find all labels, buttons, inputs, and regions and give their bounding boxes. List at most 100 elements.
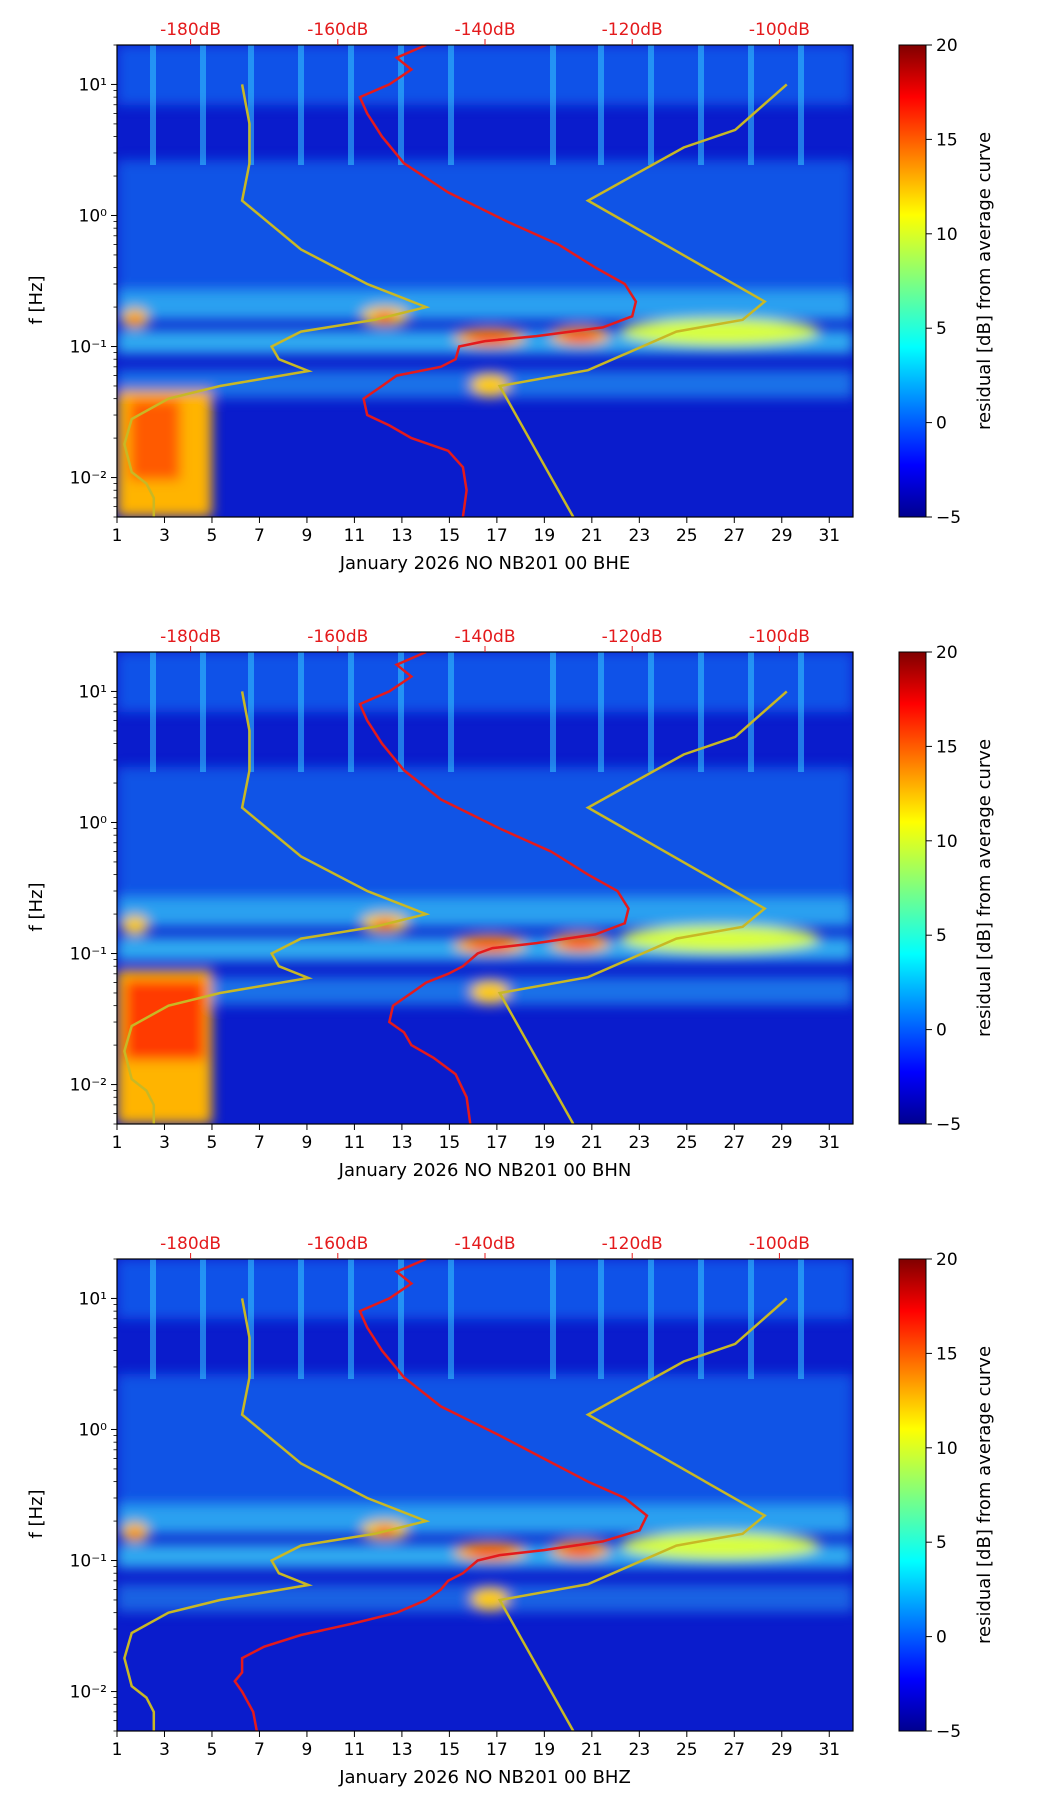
x-tick-label: 17 — [486, 1740, 508, 1760]
top-tick-label: -180dB — [160, 627, 221, 647]
x-tick-label: 11 — [344, 526, 366, 546]
x-tick-label: 1 — [112, 1133, 123, 1153]
x-tick-label: 9 — [302, 1133, 313, 1153]
x-tick-label: 27 — [723, 1740, 745, 1760]
low-noise-model-line — [123, 1298, 431, 1731]
x-tick-label: 29 — [771, 1740, 793, 1760]
x-axis-label: January 2026 NO NB201 00 BHE — [339, 553, 631, 574]
colorbar — [898, 1258, 927, 1732]
x-tick-label: 7 — [254, 1740, 265, 1760]
top-tick-label: -120dB — [602, 627, 663, 647]
curves-bhe — [123, 45, 788, 517]
x-tick-label: 13 — [391, 526, 413, 546]
y-tick-label: 10⁰ — [79, 813, 108, 833]
y-tick-label: 10⁰ — [79, 1420, 108, 1440]
colorbar-tick-label: 5 — [936, 1533, 947, 1553]
x-tick-label: 13 — [391, 1740, 413, 1760]
x-tick-label: 3 — [159, 1740, 170, 1760]
x-tick-label: 15 — [439, 1133, 461, 1153]
colorbar-tick-label: 0 — [936, 1628, 947, 1648]
x-tick-label: 31 — [818, 526, 840, 546]
x-tick-label: 9 — [302, 1740, 313, 1760]
y-tick-label: 10⁻¹ — [70, 338, 107, 358]
x-tick-label: 25 — [676, 1133, 698, 1153]
top-tick-label: -180dB — [160, 20, 221, 40]
y-tick-label: 10⁻² — [70, 1076, 107, 1096]
spectrogram-bhe — [117, 45, 853, 517]
colorbar-tick-label: −5 — [936, 508, 961, 528]
y-tick-label: 10¹ — [79, 682, 107, 702]
colorbar — [898, 44, 927, 518]
x-tick-label: 23 — [629, 1740, 651, 1760]
colorbar-label: residual [dB] from average curve — [974, 739, 995, 1037]
x-tick-label: 7 — [254, 526, 265, 546]
y-tick-label: 10⁻² — [70, 469, 107, 489]
panel-bhz — [116, 1258, 854, 1732]
x-tick-label: 9 — [302, 526, 313, 546]
x-tick-label: 27 — [723, 526, 745, 546]
x-tick-label: 13 — [391, 1133, 413, 1153]
x-tick-label: 19 — [534, 526, 556, 546]
x-tick-label: 1 — [112, 526, 123, 546]
x-tick-label: 17 — [486, 526, 508, 546]
colorbar-tick-label: 15 — [936, 1344, 958, 1364]
x-axis-label: January 2026 NO NB201 00 BHN — [338, 1160, 632, 1181]
vertical-stripes-bhn — [150, 652, 804, 772]
panel-bhn — [116, 651, 854, 1125]
colorbar-tick-label: 15 — [936, 130, 958, 150]
vertical-stripes-bhz — [150, 1259, 804, 1379]
colorbar-tick-label: 20 — [936, 36, 958, 56]
colorbar-tick-label: −5 — [936, 1722, 961, 1742]
x-tick-label: 5 — [207, 1133, 218, 1153]
x-tick-label: 15 — [439, 526, 461, 546]
y-tick-label: 10⁰ — [79, 206, 108, 226]
colorbar-tick-label: 15 — [936, 737, 958, 757]
top-tick-label: -140dB — [454, 1234, 515, 1254]
top-tick-label: -120dB — [602, 1234, 663, 1254]
noise-curve-line — [358, 45, 638, 517]
colorbar — [898, 651, 927, 1125]
vertical-stripes-bhe — [150, 45, 804, 165]
high-noise-model-line — [497, 83, 788, 517]
x-tick-label: 5 — [207, 526, 218, 546]
y-tick-label: 10⁻¹ — [70, 1552, 107, 1572]
top-tick-label: -180dB — [160, 1234, 221, 1254]
x-tick-label: 25 — [676, 1740, 698, 1760]
x-tick-label: 5 — [207, 1740, 218, 1760]
x-tick-label: 11 — [344, 1133, 366, 1153]
colorbar-label: residual [dB] from average curve — [974, 132, 995, 430]
colorbar-tick-label: 0 — [936, 1021, 947, 1041]
colorbar-tick-label: 10 — [936, 225, 958, 245]
colorbar-tick-label: 0 — [936, 414, 947, 434]
x-tick-label: 29 — [771, 526, 793, 546]
noise-curve-line — [358, 652, 630, 1124]
x-tick-label: 7 — [254, 1133, 265, 1153]
x-tick-label: 31 — [818, 1133, 840, 1153]
x-tick-label: 1 — [112, 1740, 123, 1760]
x-tick-label: 21 — [581, 526, 603, 546]
top-tick-label: -160dB — [307, 627, 368, 647]
x-tick-label: 29 — [771, 1133, 793, 1153]
top-tick-label: -100dB — [749, 627, 810, 647]
top-tick-label: -100dB — [749, 20, 810, 40]
top-tick-label: -120dB — [602, 20, 663, 40]
x-tick-label: 11 — [344, 1740, 366, 1760]
top-tick-label: -140dB — [454, 20, 515, 40]
spectrogram-bhn — [117, 652, 853, 1124]
panel-bhe — [116, 44, 854, 518]
x-tick-label: 23 — [629, 526, 651, 546]
x-tick-label: 17 — [486, 1133, 508, 1153]
x-tick-label: 3 — [159, 1133, 170, 1153]
spectrogram-bhz — [117, 1259, 853, 1731]
colorbar-tick-label: 20 — [936, 1250, 958, 1270]
high-noise-model-line — [497, 1297, 788, 1731]
y-axis-label: f [Hz] — [26, 1489, 47, 1538]
colorbar-tick-label: 5 — [936, 319, 947, 339]
top-tick-label: -140dB — [454, 627, 515, 647]
y-tick-label: 10⁻² — [70, 1683, 107, 1703]
y-axis-label: f [Hz] — [26, 275, 47, 324]
x-tick-label: 25 — [676, 526, 698, 546]
x-tick-label: 27 — [723, 1133, 745, 1153]
top-tick-label: -100dB — [749, 1234, 810, 1254]
